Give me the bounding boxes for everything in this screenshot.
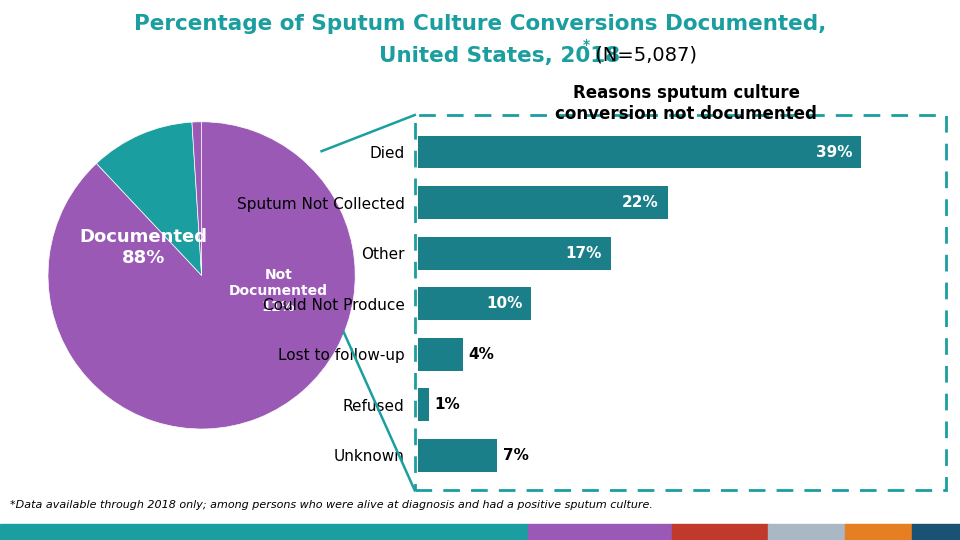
Bar [418,388,429,421]
Text: 4%: 4% [468,347,494,362]
Text: 1%: 1% [435,397,461,413]
Text: (N=5,087): (N=5,087) [589,46,697,65]
Text: *Data available through 2018 only; among persons who were alive at diagnosis and: *Data available through 2018 only; among… [10,500,653,510]
Bar [768,524,845,540]
Text: Documented
88%: Documented 88% [80,228,207,267]
Text: *: * [583,38,589,52]
Bar [418,439,497,472]
Bar [845,524,912,540]
Text: conversion not documented: conversion not documented [556,105,817,123]
Wedge shape [96,122,202,275]
Bar [418,287,531,320]
Bar [418,136,861,168]
Bar [418,237,611,269]
Wedge shape [48,122,355,429]
Wedge shape [192,122,202,275]
Text: 39%: 39% [816,145,852,159]
Text: Percentage of Sputum Culture Conversions Documented,: Percentage of Sputum Culture Conversions… [133,14,827,33]
Text: 10%: 10% [486,296,522,311]
Text: Reasons sputum culture: Reasons sputum culture [573,84,800,102]
Bar [672,524,768,540]
Text: 17%: 17% [565,246,602,261]
Bar [418,186,668,219]
Bar [912,524,960,540]
Text: Not
Documented
11%: Not Documented 11% [228,267,328,314]
Text: United States, 2018: United States, 2018 [379,46,620,66]
Text: 22%: 22% [622,195,659,210]
Bar [528,524,672,540]
Bar [0,524,528,540]
Text: 7%: 7% [503,448,529,463]
Bar [418,338,463,371]
